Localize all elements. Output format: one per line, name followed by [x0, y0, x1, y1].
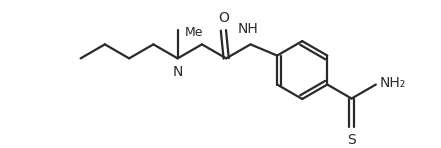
Text: S: S [347, 133, 356, 147]
Text: NH: NH [237, 22, 258, 36]
Text: Me: Me [185, 26, 204, 39]
Text: N: N [172, 65, 183, 79]
Text: O: O [218, 11, 229, 25]
Text: NH₂: NH₂ [380, 76, 406, 90]
